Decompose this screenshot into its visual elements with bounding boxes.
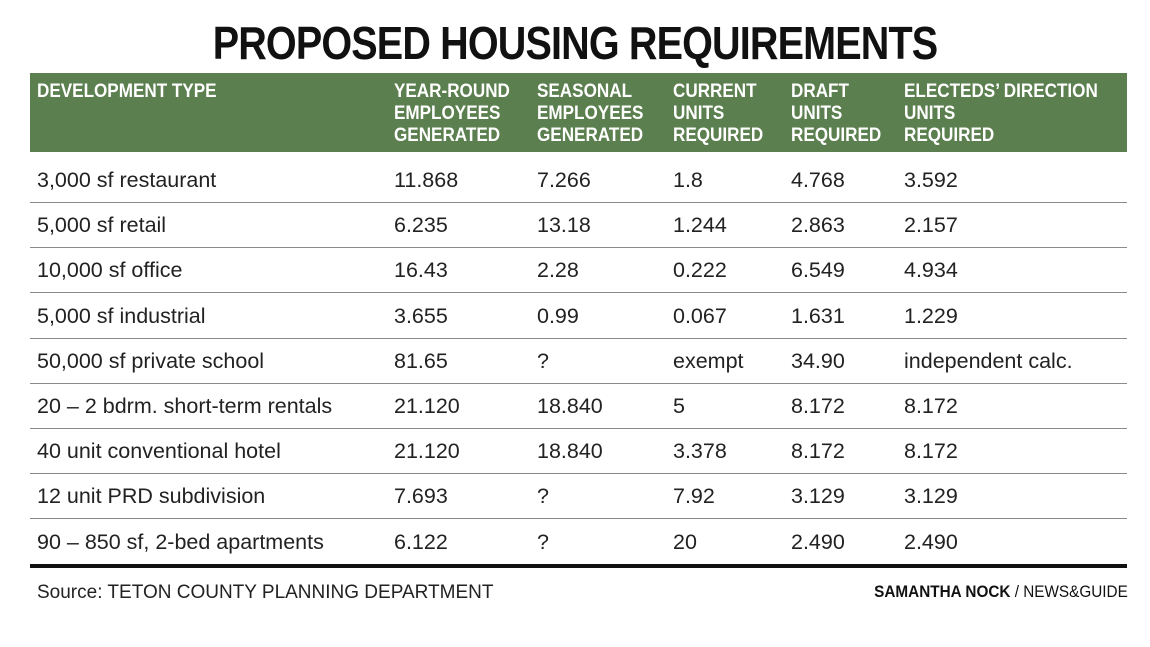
table-cell: 16.43: [394, 258, 448, 283]
row-label: 5,000 sf industrial: [37, 303, 206, 328]
row-label: 3,000 sf restaurant: [37, 168, 217, 192]
table-cell: 21.120: [394, 394, 460, 418]
row-label: 10,000 sf office: [37, 258, 183, 283]
row-label: 40 unit conventional hotel: [37, 439, 281, 464]
table-cell: 2.490: [791, 529, 845, 554]
table-row: 12 unit PRD subdivision 7.693? 7.92 3.129 3.…: [30, 473, 1127, 520]
credit-author: SAMANTHA NOCK: [874, 582, 1011, 601]
column-header: DEVELOPMENT TYPE: [37, 81, 217, 102]
table-cell: 0.067: [673, 303, 727, 328]
table-cell: 1.8: [673, 168, 703, 192]
row-label: 12 unit PRD subdivision: [37, 484, 266, 509]
table-row: 20 – 2 bdrm. short-term rentals 21.120 18.…: [30, 383, 1127, 429]
table-cell: 2.157: [904, 213, 958, 238]
table-cell: 3.129: [904, 484, 958, 509]
table-row: 5,000 sf industrial 3.655 0.99 0.067 1.631 1.…: [30, 293, 1127, 339]
column-header: YEAR-ROUND EMPLOYEES GENERATED: [394, 81, 510, 146]
credit-line: SAMANTHA NOCK / NEWS&GUIDE: [874, 582, 1128, 602]
table-cell: 4.934: [904, 258, 958, 283]
bottom-rule: [30, 564, 1127, 568]
table-cell: 1.229: [904, 303, 958, 328]
table-cell: independent calc.: [904, 348, 1073, 373]
table-cell: 81.65: [394, 348, 448, 373]
table-cell: 20: [673, 529, 697, 554]
table-cell: ?: [537, 348, 549, 373]
column-header: SEASONAL EMPLOYEES GENERATED: [537, 81, 644, 146]
table-cell: 0.222: [673, 258, 727, 283]
table-row: 90 – 850 sf, 2-bed apartments 6.122? 20 2.4…: [30, 519, 1127, 564]
row-label: 50,000 sf private school: [37, 348, 265, 373]
credit-separator: /: [1010, 582, 1024, 601]
table-header: DEVELOPMENT TYPE YEAR-ROUND EMPLOYEES GEN…: [30, 73, 1127, 152]
table-cell: 18.840: [537, 439, 603, 464]
table-cell: 8.172: [904, 394, 958, 418]
table-cell: 7.266: [537, 168, 591, 192]
table-cell: 13.18: [537, 213, 591, 238]
table-cell: 2.490: [904, 529, 958, 554]
table-row: 10,000 sf office 16.43 2.28 0.222 6.549 4.934: [30, 247, 1127, 294]
chart-title: PROPOSED HOUSING REQUIREMENTS: [212, 17, 938, 69]
credit-outlet: NEWS&GUIDE: [1023, 582, 1128, 601]
table-row: 50,000 sf private school 81.65? exempt 34.9…: [30, 338, 1127, 384]
table-cell: ?: [537, 484, 549, 509]
table-cell: 7.92: [673, 484, 715, 509]
table-cell: 1.244: [673, 213, 727, 238]
table-row: 40 unit conventional hotel 21.120 18.840 3.…: [30, 428, 1127, 475]
table-cell: 34.90: [791, 348, 845, 373]
table-cell: 6.122: [394, 529, 448, 554]
table-cell: 3.592: [904, 168, 958, 192]
column-header: DRAFT UNITS REQUIRED: [791, 81, 882, 146]
row-label: 20 – 2 bdrm. short-term rentals: [37, 394, 333, 418]
table-cell: ?: [537, 529, 549, 554]
table-cell: 18.840: [537, 394, 603, 418]
column-header: ELECTEDS’ DIRECTION UNITS REQUIRED: [904, 81, 1098, 146]
table-cell: 21.120: [394, 439, 460, 464]
table-cell: 6.235: [394, 213, 448, 238]
table-cell: 2.863: [791, 213, 845, 238]
table-cell: 8.172: [791, 439, 845, 464]
table-cell: 3.378: [673, 439, 727, 464]
row-label: 5,000 sf retail: [37, 213, 167, 238]
table-cell: 2.28: [537, 258, 579, 283]
table-cell: 8.172: [791, 394, 845, 418]
table-cell: 8.172: [904, 439, 958, 464]
table-cell: exempt: [673, 348, 744, 373]
table-cell: 1.631: [791, 303, 845, 328]
table-cell: 7.693: [394, 484, 448, 509]
source-note: Source: TETON COUNTY PLANNING DEPARTMENT: [37, 582, 494, 603]
row-label: 90 – 850 sf, 2-bed apartments: [37, 529, 324, 554]
table-cell: 3.129: [791, 484, 845, 509]
table-row: 3,000 sf restaurant 11.868 7.266 1.8 4.768 3.…: [30, 157, 1127, 203]
table-cell: 11.868: [394, 168, 459, 192]
table-cell: 4.768: [791, 168, 845, 192]
table-cell: 5: [673, 394, 685, 418]
table-cell: 6.549: [791, 258, 845, 283]
table-cell: 0.99: [537, 303, 579, 328]
table-row: 5,000 sf retail 6.235 13.18 1.244 2.863 2.157: [30, 202, 1127, 249]
table-cell: 3.655: [394, 303, 448, 328]
column-header: CURRENT UNITS REQUIRED: [673, 81, 764, 146]
